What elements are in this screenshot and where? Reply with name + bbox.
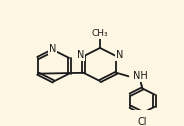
Text: Cl: Cl [138,117,147,126]
Text: CH₃: CH₃ [92,29,108,38]
Text: N: N [116,50,123,60]
Text: NH: NH [133,71,148,81]
Text: N: N [77,50,84,60]
Text: N: N [49,44,56,54]
